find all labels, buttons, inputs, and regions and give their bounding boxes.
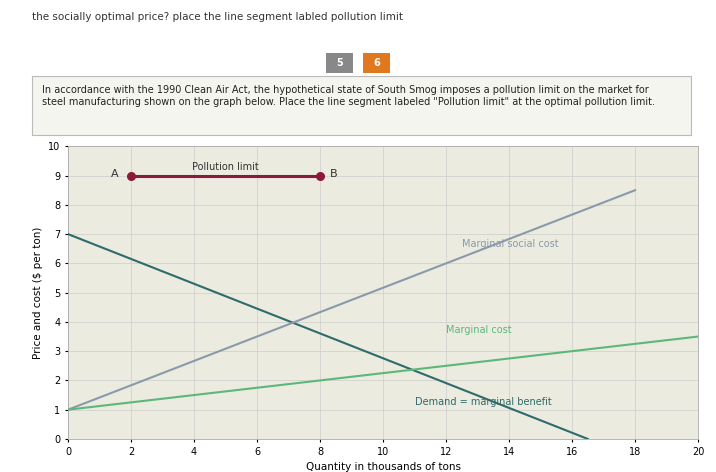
Text: Demand = marginal benefit: Demand = marginal benefit xyxy=(415,397,551,407)
Text: the socially optimal price? place the line segment labled pollution limit: the socially optimal price? place the li… xyxy=(32,12,403,22)
Text: 6: 6 xyxy=(373,58,380,68)
X-axis label: Quantity in thousands of tons: Quantity in thousands of tons xyxy=(306,462,460,472)
Text: A: A xyxy=(111,169,118,179)
Text: Pollution limit: Pollution limit xyxy=(192,162,259,172)
Text: Marginal cost: Marginal cost xyxy=(446,325,512,335)
Y-axis label: Price and cost ($ per ton): Price and cost ($ per ton) xyxy=(32,227,42,359)
Text: 5: 5 xyxy=(336,58,343,68)
Text: In accordance with the 1990 Clean Air Act, the hypothetical state of South Smog : In accordance with the 1990 Clean Air Ac… xyxy=(42,85,655,107)
Text: Marginal social cost: Marginal social cost xyxy=(462,239,558,249)
Text: B: B xyxy=(329,169,337,179)
